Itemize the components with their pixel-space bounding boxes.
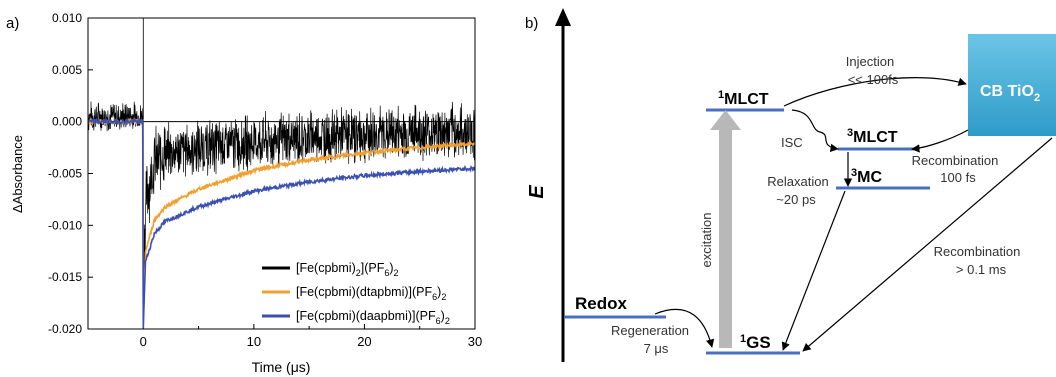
- y-tick-label: -0.010: [48, 218, 82, 232]
- label-3mlct: 3MLCT: [847, 127, 898, 146]
- legend: [Fe(cpbmi)2](PF6)2 [Fe(cpbmi)(dtapbmi)](P…: [262, 261, 450, 326]
- label-1gs: 1GS: [740, 333, 771, 352]
- excitation-label: excitation: [699, 213, 714, 268]
- y-tick-label: 0.005: [52, 63, 82, 77]
- legend-label: [Fe(cpbmi)2](PF6)2: [296, 261, 399, 278]
- x-axis-title: Time (μs): [252, 359, 311, 375]
- plot-frame: [87, 17, 476, 330]
- recombination-slow-time-label: > 0.1 ms: [956, 262, 1007, 277]
- panel-b-label: b): [525, 15, 538, 32]
- y-axis-title: ΔAbsorbance: [10, 135, 25, 213]
- relaxation-time-label: ~20 ps: [776, 192, 816, 207]
- legend-label: [Fe(cpbmi)(dtapbmi)](PF6)2: [296, 285, 446, 302]
- y-tick-label: -0.015: [48, 270, 82, 284]
- series-line: [88, 116, 475, 329]
- x-tick-label: 10: [247, 334, 261, 349]
- x-tick-label: 30: [468, 334, 482, 349]
- legend-label: [Fe(cpbmi)(daapbmi)](PF6)2: [296, 309, 450, 326]
- panel-b: b) E CB TiO2 1MLCT 3MLCT 3MC Redox 1GS e…: [525, 8, 1056, 362]
- energy-axis-label: E: [526, 185, 548, 199]
- y-tick-label: 0.010: [52, 11, 82, 25]
- cb-tio2-label: CB TiO2: [980, 83, 1040, 104]
- y-tick-label: -0.005: [48, 167, 82, 181]
- regeneration-label: Regeneration: [611, 323, 689, 338]
- injection-label: Injection: [846, 54, 894, 69]
- series-line: [88, 101, 475, 279]
- y-tick-label: -0.020: [48, 322, 82, 336]
- mc-to-gs-arrow: [781, 190, 846, 351]
- excitation-arrow-head: [710, 110, 741, 130]
- regeneration-arrow: [654, 308, 715, 348]
- regeneration-time-label: 7 μs: [644, 341, 669, 356]
- recombination-slow-label: Recombination: [934, 244, 1021, 259]
- injection-time-label: << 100fs: [848, 72, 899, 87]
- injection-arrow: [783, 77, 967, 107]
- recombination-fast-label: Recombination: [912, 153, 999, 168]
- cb-tio2-box: [968, 34, 1056, 136]
- recombination-slow-arrow: [802, 137, 1053, 352]
- axis-ticks: 0 10 20 30 0.010 0.005 0.000 -0.005 -0.010 -0.015…: [48, 11, 482, 349]
- series-group: [88, 101, 475, 329]
- recombination-fast-time-label: 100 fs: [940, 170, 976, 185]
- isc-arrow: [791, 109, 839, 153]
- label-3mc: 3MC: [851, 167, 882, 186]
- panel-a: a) ΔAbsorbance Time (μs) 0 10 20 30 0.010 0.0…: [6, 11, 482, 375]
- y-tick-label: 0.000: [52, 115, 82, 129]
- series-line: [88, 117, 475, 323]
- label-1mlct: 1MLCT: [718, 89, 769, 108]
- label-redox: Redox: [575, 294, 628, 313]
- x-tick-label: 20: [357, 334, 371, 349]
- relaxation-label: Relaxation: [767, 174, 828, 189]
- isc-label: ISC: [781, 135, 803, 150]
- excitation-arrow-shaft: [719, 128, 732, 348]
- panel-a-label: a): [6, 15, 19, 32]
- energy-axis-arrowhead: [555, 8, 571, 26]
- recombination-fast-arrow: [911, 129, 969, 153]
- x-tick-label: 0: [140, 334, 147, 349]
